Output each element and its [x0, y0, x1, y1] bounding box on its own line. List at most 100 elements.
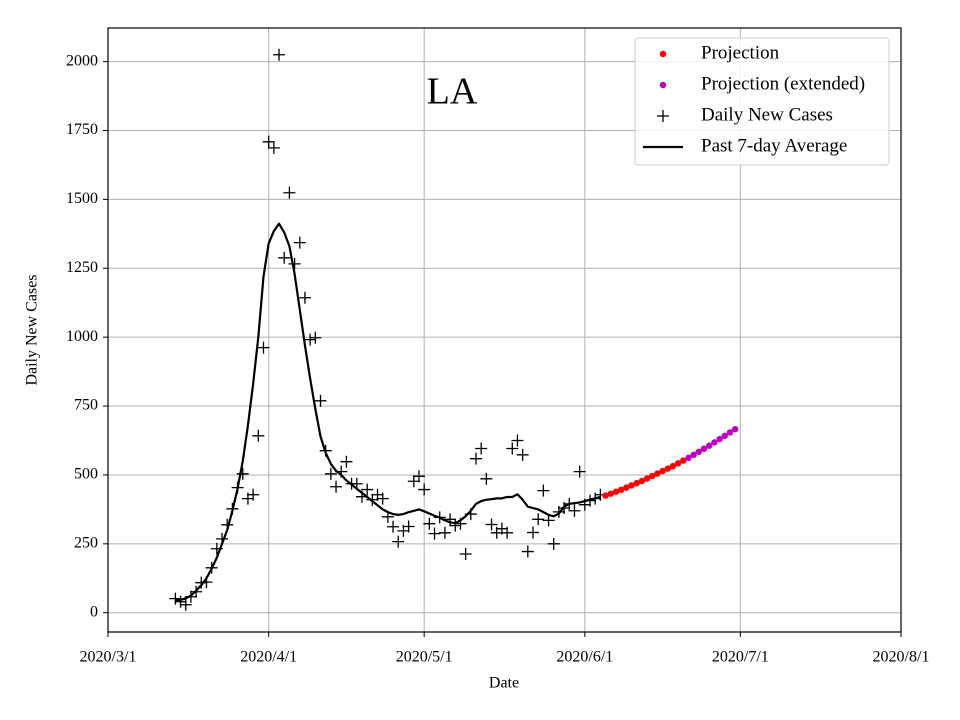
- case-point: [392, 535, 405, 548]
- projection-point: [711, 439, 718, 446]
- x-axis-label: Date: [489, 675, 519, 692]
- case-point: [438, 526, 451, 539]
- case-point: [324, 467, 337, 480]
- case-point: [216, 532, 229, 545]
- case-point: [278, 251, 291, 264]
- legend: Projection Projection (extended) Daily New…: [634, 37, 890, 166]
- legend-label: Projection (extended): [701, 73, 865, 94]
- legend-label: Daily New Cases: [701, 104, 833, 125]
- case-point: [309, 331, 322, 344]
- case-point: [169, 592, 182, 605]
- case-point: [423, 517, 436, 530]
- projection-point: [654, 470, 661, 477]
- case-point: [464, 508, 477, 521]
- legend-marker: [659, 81, 667, 89]
- case-point: [366, 493, 379, 506]
- projection-point: [664, 465, 671, 472]
- case-point: [231, 481, 244, 494]
- case-point: [361, 483, 374, 496]
- case-point: [200, 576, 213, 589]
- case-point: [257, 341, 270, 354]
- case-point: [511, 434, 524, 447]
- case-point: [521, 545, 534, 558]
- case-point: [573, 465, 586, 478]
- case-point: [469, 452, 482, 465]
- y-tick-label: 500: [74, 466, 98, 483]
- case-point: [304, 333, 317, 346]
- x-tick-label: 2020/5/1: [396, 649, 453, 666]
- case-point: [262, 135, 275, 148]
- case-point: [459, 548, 472, 561]
- case-point: [532, 513, 545, 526]
- projection-point: [607, 490, 614, 497]
- case-point: [355, 490, 368, 503]
- y-axis-label: Daily New Cases: [24, 274, 41, 385]
- projection-point: [623, 484, 630, 491]
- case-point: [547, 537, 560, 550]
- y-tick-label: 1500: [66, 190, 98, 207]
- case-point: [184, 590, 197, 603]
- case-point: [516, 448, 529, 461]
- legend-label: Past 7-day Average: [701, 135, 847, 156]
- projection-point: [602, 492, 609, 499]
- case-point: [506, 442, 519, 455]
- case-point: [298, 291, 311, 304]
- projection-point: [649, 472, 656, 480]
- y-tick-label: 1250: [66, 259, 98, 276]
- y-tick-label: 1000: [66, 328, 98, 345]
- case-point: [293, 236, 306, 249]
- case-point: [501, 526, 514, 539]
- case-point: [210, 542, 223, 555]
- projection-point: [700, 445, 708, 452]
- plot-area: [169, 48, 739, 611]
- x-tick-label: 2020/3/1: [80, 649, 137, 666]
- case-point: [190, 585, 203, 598]
- y-tick-label: 2000: [66, 52, 98, 69]
- legend-marker: [657, 110, 669, 122]
- y-tick-label: 1750: [66, 121, 98, 138]
- projection-point: [695, 448, 703, 455]
- legend-label: Projection: [701, 42, 780, 63]
- x-tick-label: 2020/8/1: [873, 649, 930, 666]
- projection-point: [706, 442, 713, 449]
- case-point: [247, 488, 260, 501]
- case-point: [350, 477, 363, 490]
- case-point: [542, 514, 555, 527]
- case-point: [480, 472, 493, 485]
- projection-point: [659, 467, 666, 475]
- case-point: [407, 475, 420, 488]
- case-point: [205, 561, 218, 574]
- projection-point: [685, 454, 692, 462]
- projection-point: [674, 460, 682, 467]
- case-point: [319, 444, 332, 457]
- case-point: [330, 480, 343, 493]
- y-tick-label: 0: [90, 603, 98, 620]
- case-point: [433, 511, 446, 524]
- projection-point: [716, 435, 723, 443]
- case-point: [221, 518, 234, 531]
- legend-box: [634, 37, 890, 166]
- case-point: [537, 484, 550, 497]
- projection-point: [669, 462, 677, 470]
- case-point: [412, 470, 425, 483]
- case-point: [449, 519, 462, 532]
- case-point: [236, 467, 249, 480]
- ticks: 0 250 500 750 1000 1250 1500 1750 2000 2020/3/1 20…: [66, 52, 929, 665]
- case-point: [335, 465, 348, 478]
- case-point: [283, 186, 296, 199]
- case-point: [226, 502, 239, 515]
- case-point: [527, 526, 540, 539]
- case-point: [252, 429, 265, 442]
- projection-point: [612, 488, 620, 495]
- projection-point: [638, 477, 646, 485]
- case-point: [267, 141, 280, 154]
- projection-point: [633, 480, 640, 487]
- projection-point: [617, 486, 625, 494]
- y-tick-label: 750: [74, 397, 98, 414]
- projection-point: [643, 475, 651, 482]
- case-point: [418, 483, 431, 496]
- axes-frame: [107, 27, 902, 633]
- case-point: [563, 497, 576, 510]
- case-point: [273, 48, 286, 61]
- projection-point: [628, 482, 635, 489]
